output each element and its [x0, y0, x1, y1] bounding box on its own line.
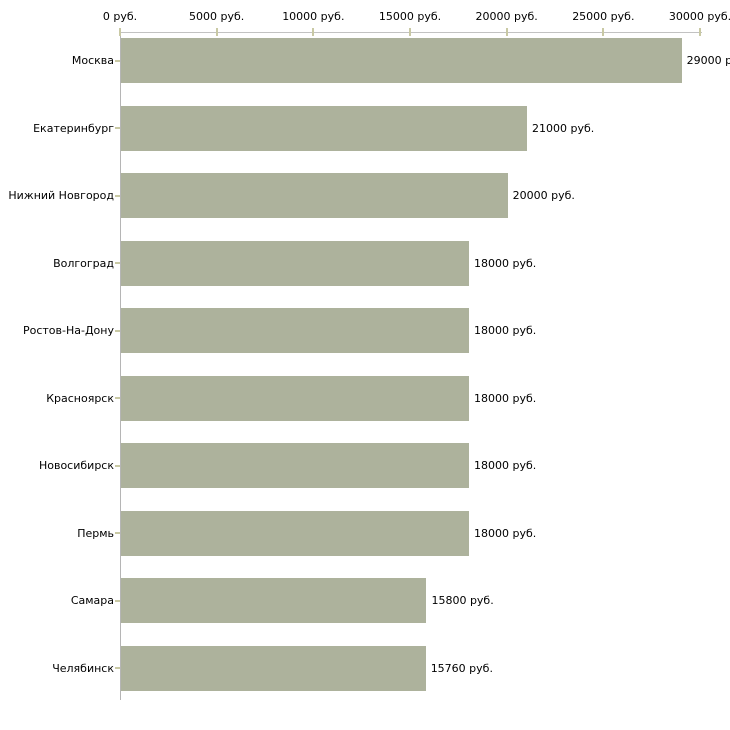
bar-value-label: 15760 руб. [430, 661, 493, 675]
bar [121, 375, 469, 421]
plot-area [120, 32, 702, 700]
bar [121, 173, 508, 218]
bar-value-label: 15800 руб. [431, 594, 494, 607]
x-axis-tick-mark [119, 28, 121, 36]
bar-value-label: 20000 руб. [512, 189, 575, 202]
y-axis-tick-mark [115, 329, 120, 332]
bar [121, 645, 426, 691]
y-axis-tick-mark [115, 397, 120, 399]
bar-value-label: 18000 руб. [474, 459, 537, 472]
bar [121, 308, 469, 353]
bar [121, 240, 469, 286]
category-label: Москва [71, 54, 114, 67]
x-axis-tick-mark [409, 28, 411, 36]
x-axis-tick-label: 20000 руб. [475, 10, 538, 23]
category-label: Самара [70, 594, 114, 607]
x-axis-tick-mark [215, 28, 218, 36]
category-label: Волгоград [53, 256, 114, 270]
bar-value-label: 18000 руб. [474, 324, 537, 337]
x-axis-tick-mark [602, 28, 605, 36]
bar [121, 105, 527, 151]
x-axis-tick-mark [699, 28, 701, 36]
y-axis-tick-mark [115, 262, 120, 264]
x-axis-tick-label: 30000 руб. [668, 10, 730, 23]
bar-value-label: 21000 руб. [532, 121, 595, 135]
bar-value-label: 18000 руб. [474, 256, 537, 270]
y-axis-tick-mark [115, 59, 120, 62]
x-axis-tick-mark [505, 28, 508, 36]
bar [121, 510, 469, 556]
y-axis-tick-mark [115, 194, 120, 197]
bar-value-label: 29000 р [686, 54, 730, 67]
category-label: Пермь [77, 526, 114, 540]
bar-value-label: 18000 руб. [474, 391, 537, 405]
bar-value-label: 18000 руб. [474, 526, 537, 540]
y-axis-tick-mark [115, 667, 120, 669]
x-axis-tick-label: 15000 руб. [378, 10, 442, 23]
category-label: Ростов-На-Дону [22, 324, 114, 337]
category-label: Новосибирск [38, 459, 114, 472]
category-label: Екатеринбург [33, 121, 114, 135]
y-axis-tick-mark [115, 599, 120, 602]
x-axis-tick-label: 5000 руб. [189, 10, 245, 23]
y-axis-tick-mark [115, 127, 120, 129]
category-label: Челябинск [52, 661, 114, 675]
bar [121, 578, 427, 623]
x-axis-tick-label: 0 руб. [102, 10, 138, 23]
category-label: Нижний Новгород [8, 189, 114, 202]
x-axis-tick-label: 25000 руб. [572, 10, 635, 23]
y-axis-tick-mark [115, 464, 120, 467]
x-axis-tick-mark [312, 28, 315, 36]
bar [121, 38, 682, 83]
x-axis-tick-label: 10000 руб. [282, 10, 345, 23]
category-label: Красноярск [46, 391, 114, 405]
y-axis-tick-mark [115, 532, 120, 534]
bar [121, 443, 469, 488]
